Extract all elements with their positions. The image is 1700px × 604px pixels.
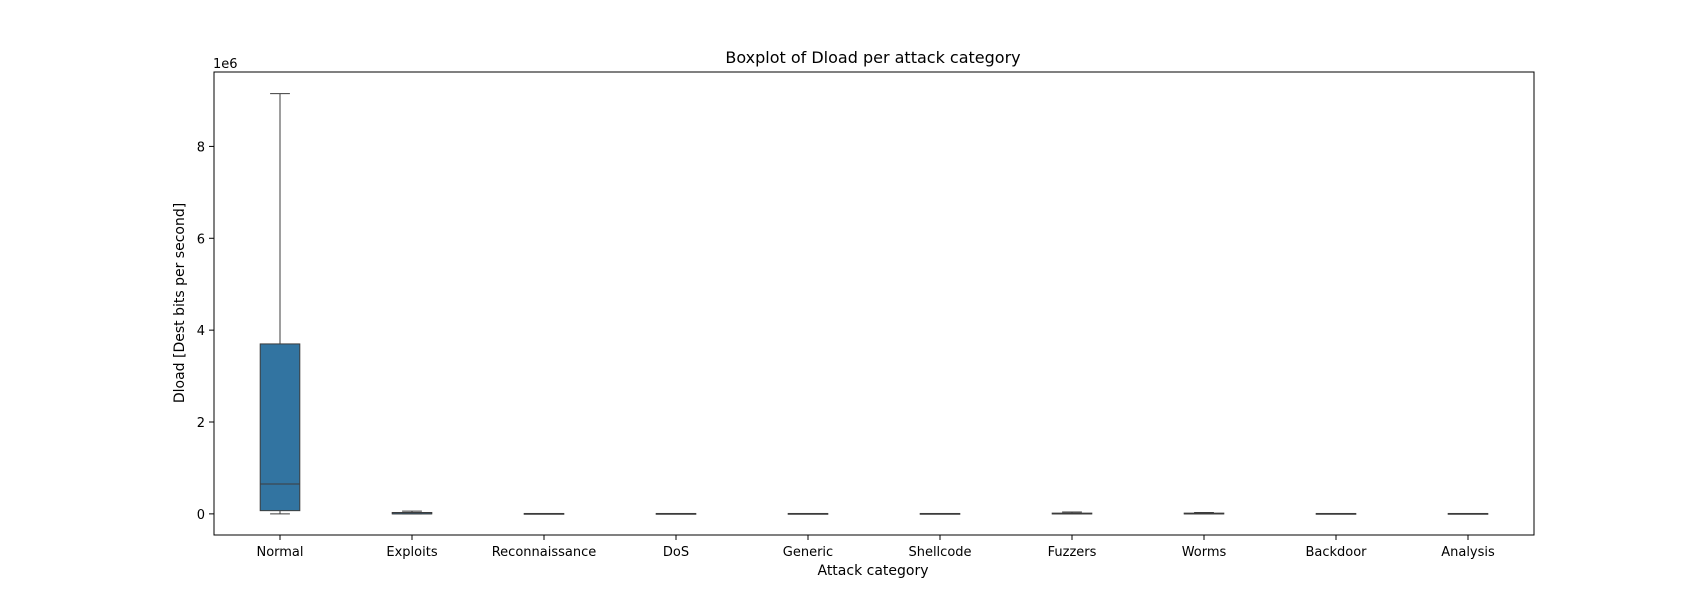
x-tick-label: DoS [663,545,689,560]
y-axis-offset-label: 1e6 [213,57,238,72]
x-axis-label: Attack category [817,563,928,579]
x-tick-label: Worms [1182,545,1227,560]
x-tick-label: Normal [256,545,303,560]
x-tick-label: Shellcode [908,545,971,560]
x-tick-label: Exploits [386,545,437,560]
x-tick-label: Generic [783,545,833,560]
box [259,343,301,512]
y-tick-label: 4 [197,324,205,339]
x-tick-label: Reconnaissance [492,545,597,560]
y-tick-label: 6 [197,232,205,247]
x-tick-label: Backdoor [1305,545,1367,560]
y-tick-label: 0 [197,508,205,523]
y-tick-label: 8 [197,140,205,155]
y-axis-label: Dload [Dest bits per second] [172,203,188,403]
x-tick-label: Fuzzers [1048,545,1097,560]
y-tick-label: 2 [197,416,205,431]
x-tick-label: Analysis [1441,545,1495,560]
plot-area: 0 2 4 6 8 Normal Exploits Reconnaissance DoS Gene… [197,71,1535,560]
chart-title: Boxplot of Dload per attack category [725,48,1020,67]
plot-frame [213,71,1535,536]
